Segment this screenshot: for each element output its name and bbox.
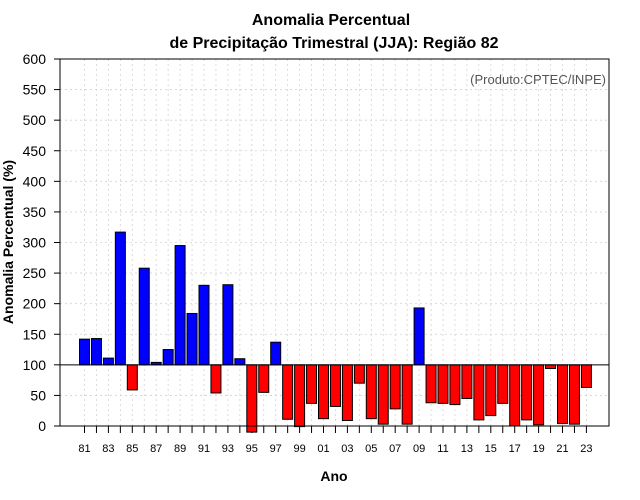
bar-05 <box>365 364 377 420</box>
bar-98 <box>282 364 294 420</box>
bar-88 <box>162 349 174 366</box>
bar-95 <box>246 364 258 433</box>
x-tick-label: 21 <box>556 443 568 455</box>
y-tick-label: 100 <box>23 357 47 373</box>
bar-15 <box>485 364 497 417</box>
x-tick-label: 93 <box>222 443 234 455</box>
bar-12 <box>449 364 461 406</box>
x-tick-label: 89 <box>174 443 186 455</box>
bar-81 <box>79 338 90 366</box>
x-tick-label: 85 <box>126 443 138 455</box>
bar-02 <box>329 364 341 407</box>
chart-title-line1: Anomalia Percentual <box>252 12 410 29</box>
y-tick-label: 500 <box>23 112 47 128</box>
y-tick-label: 300 <box>23 235 47 251</box>
y-axis-ticks: 0 50 100 150 200 250 300 350 400 450 500 550 600 <box>23 51 60 434</box>
bar-97 <box>270 341 282 366</box>
y-tick-label: 0 <box>38 418 46 434</box>
bar-03 <box>341 364 353 421</box>
bar-21 <box>557 364 568 425</box>
x-tick-label: 01 <box>317 443 329 455</box>
x-tick-label: 23 <box>580 443 592 455</box>
bar-93 <box>222 284 234 366</box>
bar-18 <box>521 364 533 421</box>
x-tick-label: 07 <box>389 443 401 455</box>
bar-92 <box>210 364 222 394</box>
x-tick-label: 97 <box>270 443 282 455</box>
x-tick-label: 05 <box>365 443 377 455</box>
bar-09 <box>413 307 425 366</box>
x-tick-label: 83 <box>102 443 114 455</box>
x-tick-label: 17 <box>509 443 521 455</box>
x-tick-label: 09 <box>413 443 425 455</box>
bar-16 <box>497 364 509 404</box>
bar-23 <box>580 364 592 388</box>
y-tick-label: 600 <box>23 51 47 67</box>
bar-17 <box>509 364 521 427</box>
x-tick-label: 15 <box>485 443 497 455</box>
y-tick-label: 150 <box>23 326 47 342</box>
bar-91 <box>198 284 210 366</box>
bar-86 <box>138 267 150 366</box>
bar-90 <box>186 312 198 366</box>
y-tick-label: 450 <box>23 143 47 159</box>
bar-20 <box>545 364 557 370</box>
y-tick-label: 200 <box>23 296 47 312</box>
bar-82 <box>90 338 102 366</box>
bar-11 <box>437 364 449 404</box>
bar-83 <box>102 357 114 366</box>
bar-07 <box>389 364 401 410</box>
x-tick-label: 19 <box>532 443 544 455</box>
bar-94 <box>234 358 246 366</box>
y-tick-label: 350 <box>23 204 47 220</box>
x-tick-label: 11 <box>437 443 448 455</box>
x-axis-label: Ano <box>320 468 347 484</box>
bar-99 <box>294 364 306 428</box>
x-tick-label: 91 <box>198 443 210 455</box>
bar-84 <box>114 231 126 366</box>
x-axis-ticks: 81 83 85 87 89 91 93 95 97 99 01 03 05 07 09 11 13 15 17 19… <box>78 426 593 455</box>
bar-13 <box>461 364 473 399</box>
chart-title-line2: de Precipitação Trimestral (JJA): Região… <box>169 35 498 52</box>
x-tick-label: 95 <box>246 443 258 455</box>
y-axis-label: Anomalia Percentual (%) <box>0 160 16 324</box>
x-tick-label: 03 <box>341 443 353 455</box>
bar-08 <box>401 364 413 425</box>
bar-14 <box>473 364 485 421</box>
bar-04 <box>353 364 365 384</box>
bar-01 <box>318 364 329 420</box>
bar-19 <box>533 364 545 426</box>
credit-text: (Produto:CPTEC/INPE) <box>470 72 606 87</box>
x-tick-label: 99 <box>293 443 305 455</box>
y-tick-label: 50 <box>30 387 46 403</box>
bar-89 <box>174 245 186 366</box>
y-tick-label: 550 <box>23 82 47 98</box>
bar-22 <box>568 364 580 425</box>
bar-85 <box>126 364 138 391</box>
bar-06 <box>377 364 389 425</box>
x-tick-label: 87 <box>150 443 162 455</box>
plot-frame <box>59 58 610 427</box>
y-tick-label: 250 <box>23 265 47 281</box>
x-tick-label: 81 <box>78 443 90 455</box>
x-tick-label: 13 <box>461 443 473 455</box>
y-tick-label: 400 <box>23 173 47 189</box>
bar-96 <box>258 364 270 393</box>
bars-group <box>79 231 592 433</box>
bar-10 <box>425 364 437 404</box>
bar-00 <box>306 364 318 404</box>
